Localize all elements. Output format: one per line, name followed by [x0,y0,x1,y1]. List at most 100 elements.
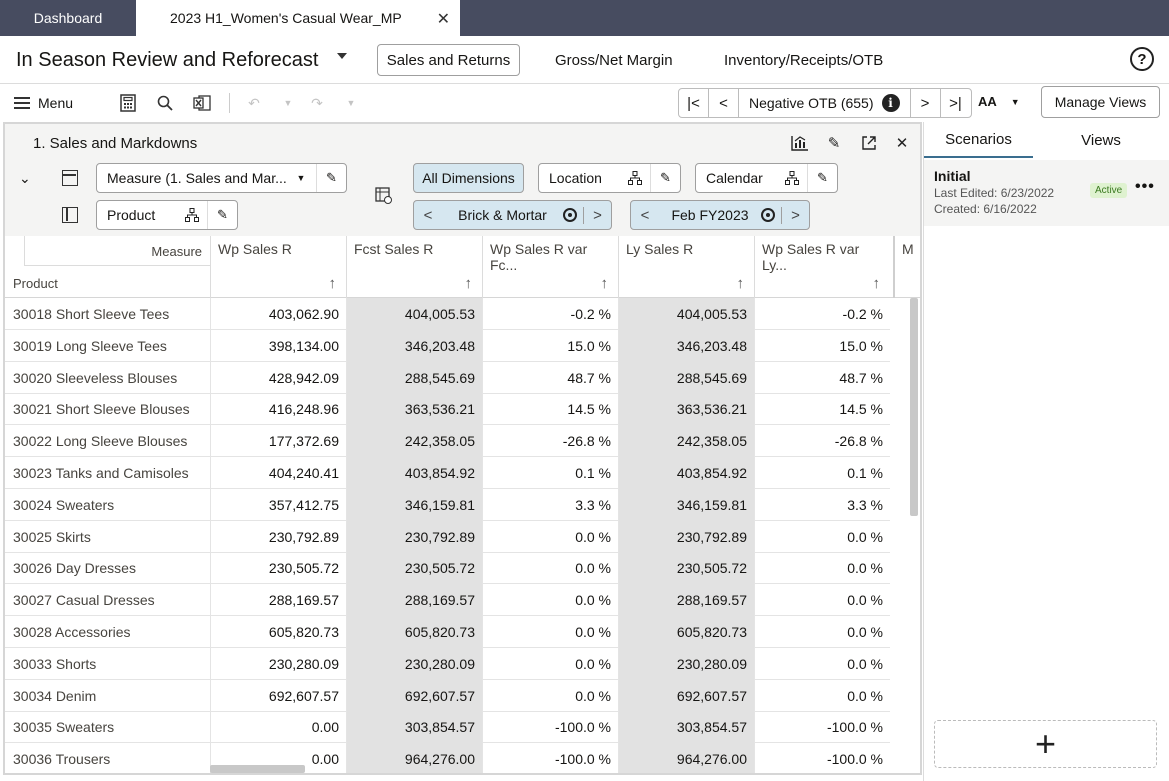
table-cell[interactable]: 288,169.57 [618,584,754,617]
table-cell[interactable]: 0.0 % [754,552,890,585]
info-icon[interactable]: i [881,94,900,112]
table-cell[interactable]: 230,280.09 [210,647,346,680]
edit-icon[interactable]: ✎ [827,135,841,152]
layout-icon[interactable] [62,170,78,186]
table-cell[interactable]: 692,607.57 [210,679,346,712]
table-cell[interactable]: 3.3 % [482,488,618,521]
table-cell[interactable]: 288,545.69 [618,361,754,394]
column-header[interactable]: Wp Sales R ↑ [210,236,346,298]
scenario-card[interactable]: Initial Last Edited: 6/23/2022 Created: … [924,160,1169,226]
table-cell[interactable]: 15.0 % [754,329,890,362]
table-row[interactable]: 30028 Accessories 605,820.73 605,820.73 0.0… [5,616,890,648]
chevron-down-icon[interactable]: ⌄ [19,170,31,186]
table-cell[interactable]: -100.0 % [754,711,890,744]
tab-inventory-receipts-otb[interactable]: Inventory/Receipts/OTB [724,51,884,69]
manage-views-button[interactable]: Manage Views [1041,86,1160,118]
row-product-name[interactable]: 30035 Sweaters [13,719,115,736]
table-cell[interactable]: 404,240.41 [210,457,346,489]
row-product-name[interactable]: 30026 Day Dresses [13,560,136,577]
row-product-name[interactable]: 30021 Short Sleeve Blouses [13,401,190,418]
table-row[interactable]: 30020 Sleeveless Blouses 428,942.09 288,54… [5,361,890,394]
table-cell[interactable]: 0.0 % [754,679,890,712]
table-cell[interactable]: 14.5 % [482,393,618,426]
table-cell[interactable]: 605,820.73 [618,616,754,648]
chart-icon[interactable] [790,133,810,153]
table-cell[interactable]: -26.8 % [754,425,890,458]
menu-button[interactable]: Menu [14,92,73,114]
calendar-page-label[interactable]: Feb FY2023 [671,207,749,223]
location-page-label[interactable]: Brick & Mortar [458,207,547,223]
table-cell[interactable]: 692,607.57 [346,679,482,712]
hierarchy-icon[interactable] [177,201,207,229]
table-row[interactable]: 30024 Sweaters 357,412.75 346,159.81 3.3 % 3… [5,488,890,521]
table-cell[interactable]: 230,280.09 [618,647,754,680]
table-cell[interactable]: -100.0 % [482,711,618,744]
table-row[interactable]: 30035 Sweaters 0.00 303,854.57 -100.0 % 303,… [5,711,890,744]
table-cell[interactable]: 230,792.89 [618,520,754,553]
sort-arrow-icon[interactable]: ↑ [872,275,881,292]
panel-layout-icon[interactable] [62,207,78,223]
column-header[interactable]: M [893,236,920,298]
calculator-icon[interactable] [117,92,139,114]
table-cell[interactable]: 0.1 % [754,457,890,489]
table-row[interactable]: 30022 Long Sleeve Blouses 177,372.69 242,3… [5,425,890,458]
row-product-name[interactable]: 30018 Short Sleeve Tees [13,306,170,322]
table-cell[interactable]: 0.00 [210,743,346,773]
row-product-name[interactable]: 30022 Long Sleeve Blouses [13,433,188,450]
measure-selector[interactable]: Measure (1. Sales and Mar... ▼ ✎ [96,163,347,193]
table-cell[interactable]: 230,505.72 [618,552,754,585]
column-header[interactable]: Wp Sales R var Fc... ↑ [482,236,618,298]
redo-icon[interactable]: ↷ [311,94,323,111]
undo-icon[interactable]: ↶ [248,94,260,111]
table-row[interactable]: 30026 Day Dresses 230,505.72 230,505.72 0.0… [5,552,890,585]
table-cell[interactable]: 605,820.73 [210,616,346,648]
table-cell[interactable]: -0.2 % [754,298,890,330]
exception-selector[interactable]: Negative OTB (655) i [739,89,911,117]
table-cell[interactable]: 242,358.05 [618,425,754,458]
table-cell[interactable]: 416,248.96 [210,393,346,426]
tab-views[interactable]: Views [1081,131,1121,149]
table-row[interactable]: 30025 Skirts 230,792.89 230,792.89 0.0 % 230… [5,520,890,553]
tab-gross-net-margin[interactable]: Gross/Net Margin [555,51,673,69]
close-icon[interactable]: ✕ [436,11,450,28]
table-cell[interactable]: 288,169.57 [210,584,346,617]
edit-icon[interactable]: ✎ [316,164,346,192]
table-cell[interactable]: 346,159.81 [346,488,482,521]
target-icon[interactable] [563,208,577,222]
table-cell[interactable]: 0.0 % [482,616,618,648]
row-product-name[interactable]: 30019 Long Sleeve Tees [13,337,167,354]
table-cell[interactable]: 428,942.09 [210,361,346,394]
table-cell[interactable]: 0.0 % [754,647,890,680]
tab-workbook[interactable]: 2023 H1_Women's Casual Wear_MP ✕ [136,0,460,36]
hierarchy-icon[interactable] [620,164,650,192]
pivot-icon[interactable] [375,187,393,208]
table-cell[interactable]: 964,276.00 [346,743,482,773]
all-dimensions-button[interactable]: All Dimensions [413,163,524,193]
table-cell[interactable]: 0.0 % [754,616,890,648]
location-dimension[interactable]: Location ✎ [538,163,681,193]
edit-icon[interactable]: ✎ [650,164,680,192]
table-cell[interactable]: 48.7 % [754,361,890,394]
row-product-name[interactable]: 30027 Casual Dresses [13,592,155,609]
chevron-down-icon[interactable]: ▼ [296,173,306,183]
table-cell[interactable]: -0.2 % [482,298,618,330]
table-cell[interactable]: 3.3 % [754,488,890,521]
row-product-name[interactable]: 30025 Skirts [13,528,91,545]
excel-export-icon[interactable] [191,92,213,114]
horizontal-scrollbar[interactable] [210,765,305,773]
target-icon[interactable] [761,208,775,222]
row-product-name[interactable]: 30036 Trousers [13,751,111,768]
row-product-name[interactable]: 30023 Tanks and Camisoles [13,465,189,481]
table-cell[interactable]: 398,134.00 [210,329,346,362]
close-icon[interactable]: ✕ [895,135,909,152]
table-cell[interactable]: 0.0 % [482,647,618,680]
table-cell[interactable]: -26.8 % [482,425,618,458]
table-cell[interactable]: 346,203.48 [618,329,754,362]
row-product-name[interactable]: 30033 Shorts [13,655,97,672]
help-icon[interactable]: ? [1130,47,1154,71]
column-header[interactable]: Ly Sales R ↑ [618,236,754,298]
table-cell[interactable]: 230,505.72 [210,552,346,585]
table-cell[interactable]: 230,280.09 [346,647,482,680]
table-row[interactable]: 30033 Shorts 230,280.09 230,280.09 0.0 % 230… [5,647,890,680]
table-row[interactable]: 30036 Trousers 0.00 964,276.00 -100.0 % 964,… [5,743,890,773]
